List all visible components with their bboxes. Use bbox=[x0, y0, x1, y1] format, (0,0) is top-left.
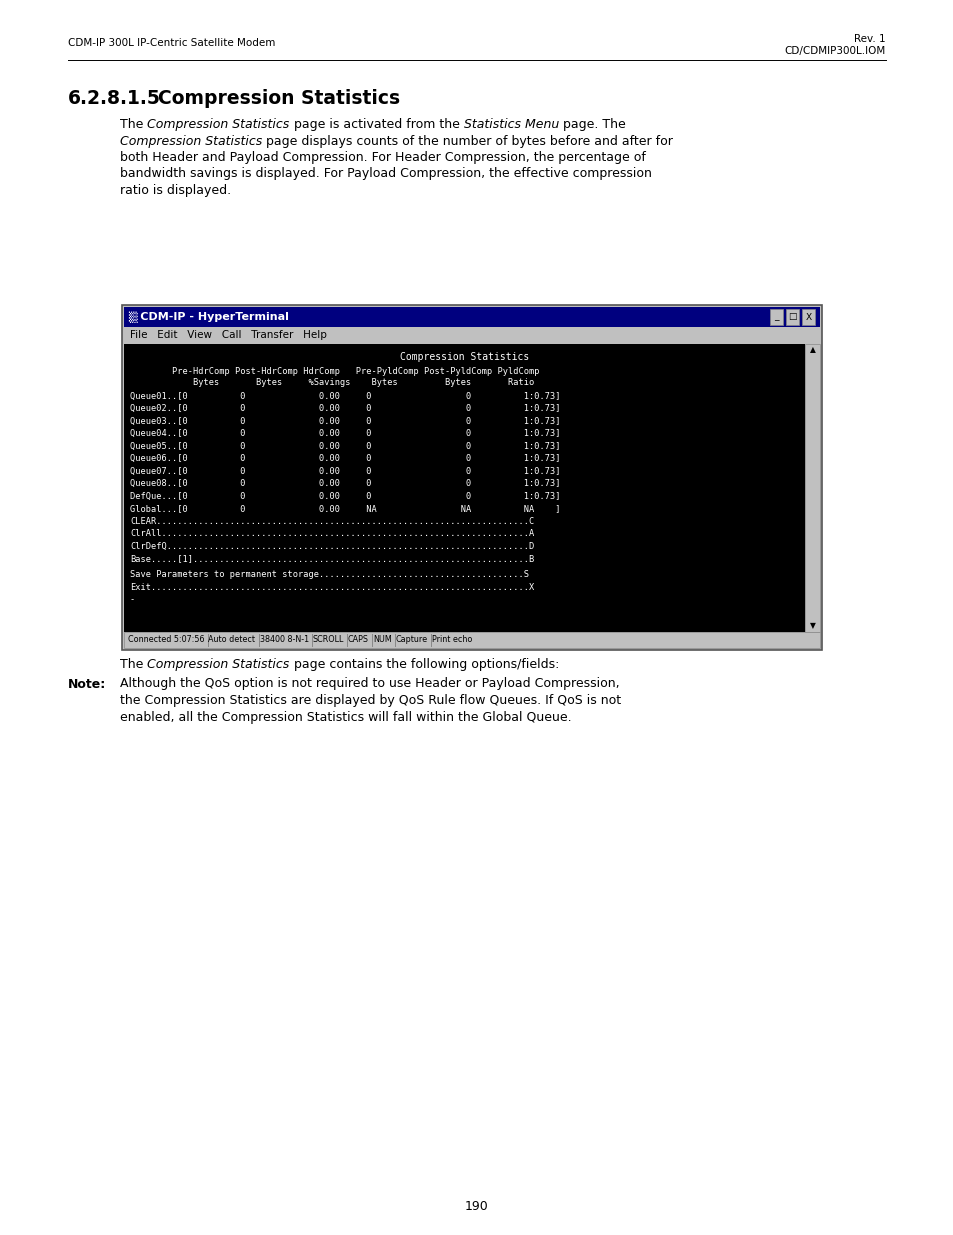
Text: Bytes       Bytes     %Savings    Bytes         Bytes       Ratio: Bytes Bytes %Savings Bytes Bytes Ratio bbox=[130, 378, 534, 387]
Text: Queue03..[0          0              0.00     0                  0          1:0.7: Queue03..[0 0 0.00 0 0 1:0.7 bbox=[130, 416, 560, 426]
Text: Auto detect: Auto detect bbox=[209, 636, 255, 645]
Text: CD/CDMIP300L.IOM: CD/CDMIP300L.IOM bbox=[784, 46, 885, 56]
Text: both Header and Payload Compression. For Header Compression, the percentage of: both Header and Payload Compression. For… bbox=[120, 151, 645, 164]
Text: bandwidth savings is displayed. For Payload Compression, the effective compressi: bandwidth savings is displayed. For Payl… bbox=[120, 168, 651, 180]
Text: Base.....[1]................................................................B: Base.....[1]............................… bbox=[130, 555, 534, 563]
Bar bbox=[804, 345, 820, 632]
Text: Compression Statistics: Compression Statistics bbox=[147, 658, 290, 671]
Text: Compression Statistics: Compression Statistics bbox=[158, 89, 399, 107]
Text: CDM-IP 300L IP-Centric Satellite Modem: CDM-IP 300L IP-Centric Satellite Modem bbox=[68, 38, 275, 48]
Text: NUM: NUM bbox=[373, 636, 392, 645]
Bar bbox=[122, 305, 821, 650]
Text: ClrAll......................................................................A: ClrAll..................................… bbox=[130, 529, 534, 538]
Text: Queue04..[0          0              0.00     0                  0          1:0.7: Queue04..[0 0 0.00 0 0 1:0.7 bbox=[130, 429, 560, 438]
Text: ClrDefQ.....................................................................D: ClrDefQ.................................… bbox=[130, 541, 534, 551]
Text: The: The bbox=[120, 658, 147, 671]
Text: ▼: ▼ bbox=[809, 621, 815, 631]
Text: Capture: Capture bbox=[395, 636, 428, 645]
Bar bbox=[124, 308, 820, 327]
Text: Compression Statistics: Compression Statistics bbox=[147, 119, 290, 131]
Text: -: - bbox=[130, 595, 135, 604]
Bar bbox=[124, 632, 820, 648]
Text: Queue08..[0          0              0.00     0                  0          1:0.7: Queue08..[0 0 0.00 0 0 1:0.7 bbox=[130, 479, 560, 488]
Text: □: □ bbox=[787, 312, 796, 321]
Text: DefQue...[0          0              0.00     0                  0          1:0.7: DefQue...[0 0 0.00 0 0 1:0.7 bbox=[130, 492, 560, 500]
Text: Queue01..[0          0              0.00     0                  0          1:0.7: Queue01..[0 0 0.00 0 0 1:0.7 bbox=[130, 391, 560, 400]
Text: 190: 190 bbox=[465, 1200, 488, 1213]
Text: X: X bbox=[804, 312, 811, 321]
Text: page. The: page. The bbox=[558, 119, 625, 131]
Text: page displays counts of the number of bytes before and after for: page displays counts of the number of by… bbox=[262, 135, 673, 147]
Text: page contains the following options/fields:: page contains the following options/fiel… bbox=[290, 658, 558, 671]
Text: File   Edit   View   Call   Transfer   Help: File Edit View Call Transfer Help bbox=[130, 331, 327, 341]
Text: Compression Statistics: Compression Statistics bbox=[120, 135, 262, 147]
Text: Although the QoS option is not required to use Header or Payload Compression,: Although the QoS option is not required … bbox=[120, 678, 619, 690]
Text: page is activated from the: page is activated from the bbox=[290, 119, 463, 131]
Text: 38400 8-N-1: 38400 8-N-1 bbox=[259, 636, 309, 645]
Text: enabled, all the Compression Statistics will fall within the Global Queue.: enabled, all the Compression Statistics … bbox=[120, 710, 571, 724]
Text: _: _ bbox=[774, 312, 778, 321]
Text: Compression Statistics: Compression Statistics bbox=[399, 352, 529, 362]
Text: Connected 5:07:56: Connected 5:07:56 bbox=[128, 636, 204, 645]
Text: ▲: ▲ bbox=[809, 346, 815, 354]
Text: Pre-HdrComp Post-HdrComp HdrComp   Pre-PyldComp Post-PyldComp PyldComp: Pre-HdrComp Post-HdrComp HdrComp Pre-Pyl… bbox=[130, 367, 539, 375]
Text: Exit........................................................................X: Exit....................................… bbox=[130, 583, 534, 592]
Text: CAPS: CAPS bbox=[348, 636, 369, 645]
Text: CLEAR.......................................................................C: CLEAR...................................… bbox=[130, 516, 534, 526]
Bar bbox=[785, 309, 799, 325]
Text: SCROLL: SCROLL bbox=[313, 636, 344, 645]
Bar bbox=[801, 309, 814, 325]
Text: The: The bbox=[120, 119, 147, 131]
Text: Queue06..[0          0              0.00     0                  0          1:0.7: Queue06..[0 0 0.00 0 0 1:0.7 bbox=[130, 454, 560, 463]
Bar bbox=[124, 327, 820, 345]
Text: Rev. 1: Rev. 1 bbox=[854, 35, 885, 44]
Text: ratio is displayed.: ratio is displayed. bbox=[120, 184, 231, 198]
Text: Note:: Note: bbox=[68, 678, 106, 690]
Text: Save Parameters to permanent storage.......................................S: Save Parameters to permanent storage....… bbox=[130, 571, 529, 579]
Text: ▒ CDM-IP - HyperTerminal: ▒ CDM-IP - HyperTerminal bbox=[128, 311, 289, 322]
Text: Queue05..[0          0              0.00     0                  0          1:0.7: Queue05..[0 0 0.00 0 0 1:0.7 bbox=[130, 441, 560, 451]
Text: Queue02..[0          0              0.00     0                  0          1:0.7: Queue02..[0 0 0.00 0 0 1:0.7 bbox=[130, 404, 560, 412]
Text: the Compression Statistics are displayed by QoS Rule flow Queues. If QoS is not: the Compression Statistics are displayed… bbox=[120, 694, 620, 706]
Text: Global...[0          0              0.00     NA                NA          NA   : Global...[0 0 0.00 NA NA NA bbox=[130, 504, 560, 513]
Bar bbox=[124, 345, 804, 632]
Text: Print echo: Print echo bbox=[432, 636, 472, 645]
Text: Queue07..[0          0              0.00     0                  0          1:0.7: Queue07..[0 0 0.00 0 0 1:0.7 bbox=[130, 467, 560, 475]
Text: Statistics Menu: Statistics Menu bbox=[463, 119, 558, 131]
Bar bbox=[769, 309, 782, 325]
Text: 6.2.8.1.5: 6.2.8.1.5 bbox=[68, 89, 161, 107]
